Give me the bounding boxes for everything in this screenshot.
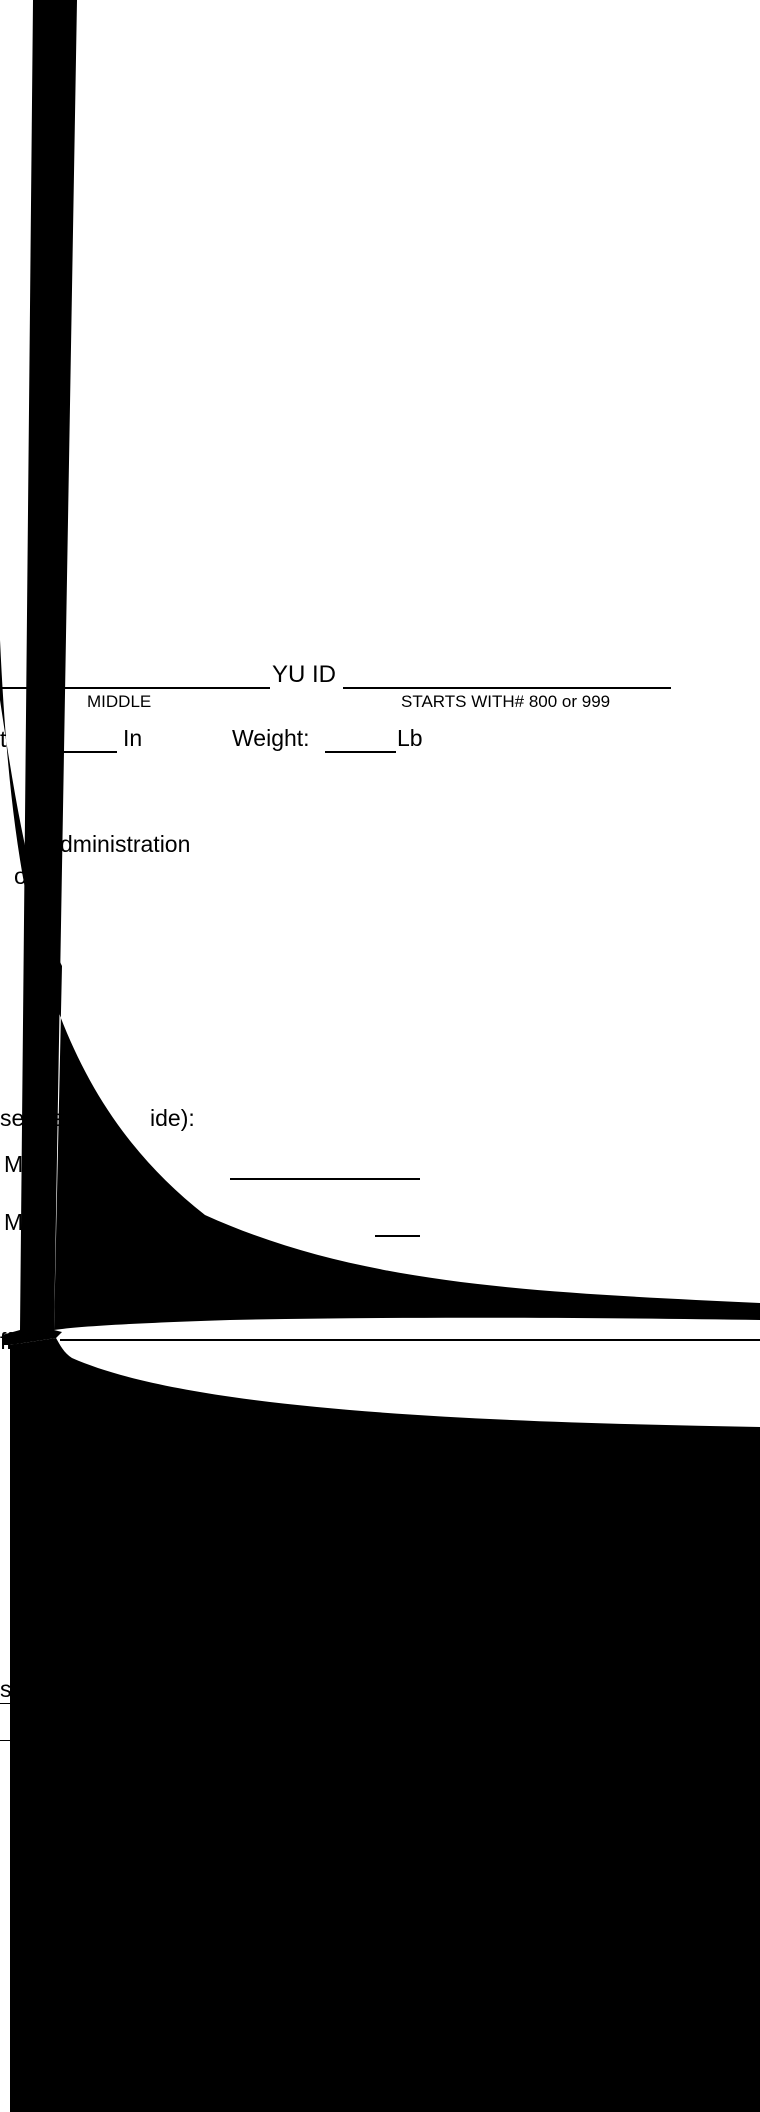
middle-caption: MIDDLE <box>87 692 152 711</box>
lower-line-2 <box>0 1740 10 1741</box>
pounds-unit: Lb <box>397 725 423 751</box>
administration-line2-text: o <box>14 863 27 889</box>
see-reverse-text: see re <box>0 1105 64 1131</box>
major-line-2[interactable] <box>375 1235 420 1237</box>
lower-line-1 <box>0 1703 10 1704</box>
black-lower-block-artifact <box>10 1338 760 2112</box>
inches-unit: In <box>123 725 143 751</box>
major-label-2: Majo <box>4 1209 54 1235</box>
major-label-1: Majo <box>4 1151 54 1177</box>
yu-id-line[interactable] <box>343 687 671 689</box>
office-divider <box>60 1339 760 1341</box>
black-vertical-bar-artifact <box>2 0 77 1345</box>
weight-label: Weight: <box>232 725 310 751</box>
weight-line[interactable] <box>325 751 396 753</box>
height-label-fragment: t <box>0 726 7 752</box>
see-reverse-text-end: ide): <box>150 1105 195 1131</box>
black-curve-artifact <box>0 640 760 1330</box>
office-text: ffic <box>0 1328 29 1354</box>
yu-id-caption: STARTS WITH# 800 or 999 <box>401 692 611 711</box>
yu-id-label: YU ID <box>272 661 337 688</box>
middle-name-line[interactable] <box>0 687 270 689</box>
administration-text: dministration <box>60 831 191 857</box>
major-line-1[interactable] <box>230 1178 420 1180</box>
lower-text-fragment: s <box>0 1676 12 1702</box>
height-inches-line[interactable] <box>60 751 117 753</box>
